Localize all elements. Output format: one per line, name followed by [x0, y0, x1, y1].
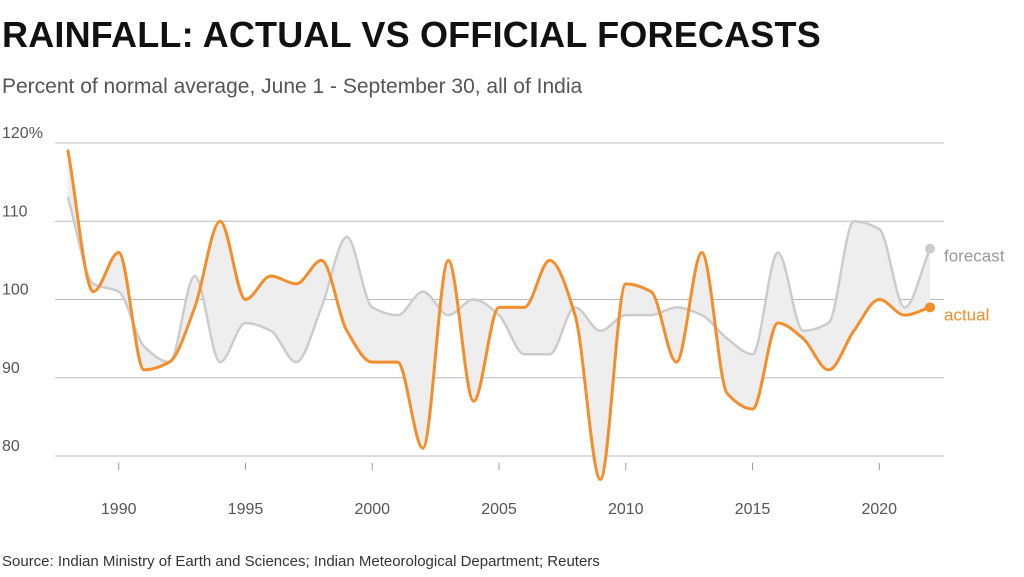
x-tick-label: 2005 [481, 501, 517, 518]
actual-label: actual [944, 305, 989, 324]
x-tick-label: 1995 [228, 501, 264, 518]
chart-title: RAINFALL: ACTUAL VS OFFICIAL FORECASTS [2, 14, 821, 55]
y-tick-label: 80 [2, 438, 20, 455]
x-axis: 1990 1995 2000 2005 2010 2015 2020 [101, 463, 897, 518]
x-tick-label: 2020 [861, 501, 897, 518]
series-labels: forecast actual [944, 247, 1005, 325]
series-lines [66, 149, 935, 481]
forecast-end-point [925, 243, 935, 254]
y-tick-label: 120% [2, 125, 43, 142]
source-note: Source: Indian Ministry of Earth and Sci… [2, 553, 600, 570]
forecast-label: forecast [944, 247, 1005, 266]
chart-subtitle: Percent of normal average, June 1 - Sept… [2, 75, 583, 98]
y-tick-label: 100 [2, 282, 29, 299]
y-tick-label: 90 [2, 360, 20, 377]
x-tick-label: 2015 [735, 501, 771, 518]
x-tick-label: 2010 [608, 501, 644, 518]
forecast-line [66, 196, 932, 364]
actual-line [66, 149, 932, 481]
x-tick-label: 2000 [354, 501, 390, 518]
actual-end-point [925, 302, 935, 313]
y-tick-label: 110 [2, 203, 28, 220]
grid-lines [55, 142, 944, 457]
y-axis: 80 90 100 110 120% [2, 125, 43, 455]
x-tick-label: 1990 [101, 501, 137, 518]
